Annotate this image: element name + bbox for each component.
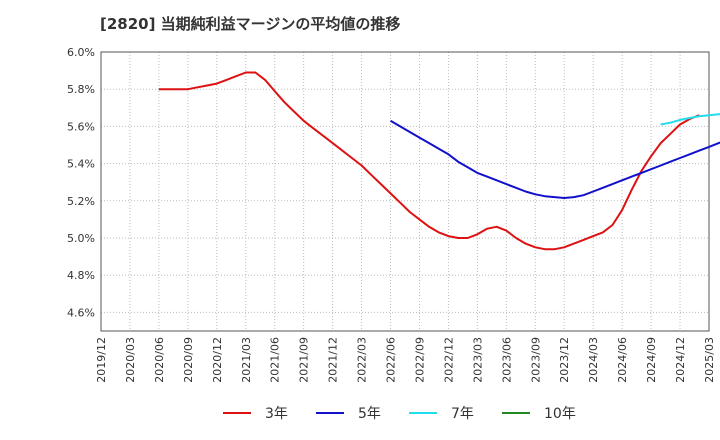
y-tick-label: 5.4% bbox=[67, 158, 95, 171]
x-tick-label: 2023/09 bbox=[529, 337, 542, 383]
x-tick-label: 2024/12 bbox=[674, 337, 687, 383]
x-tick-label: 2021/06 bbox=[269, 337, 282, 383]
x-tick-label: 2021/12 bbox=[327, 337, 340, 383]
y-tick-label: 5.6% bbox=[67, 120, 95, 133]
x-tick-label: 2022/03 bbox=[356, 337, 369, 383]
y-tick-label: 4.8% bbox=[67, 269, 95, 282]
legend-label-1: 3年 bbox=[265, 406, 288, 422]
x-tick-label: 2023/03 bbox=[471, 337, 484, 383]
legend-label-2: 5年 bbox=[358, 406, 381, 422]
plot-frame bbox=[100, 51, 710, 332]
x-tick-label: 2023/12 bbox=[558, 337, 571, 383]
x-tick-label: 2024/09 bbox=[645, 337, 658, 383]
x-tick-label: 2023/06 bbox=[500, 337, 513, 383]
x-tick-label: 2019/12 bbox=[95, 337, 108, 383]
x-tick-label: 2024/03 bbox=[587, 337, 600, 383]
x-tick-label: 2022/12 bbox=[442, 337, 455, 383]
y-tick-label: 5.0% bbox=[67, 232, 95, 245]
x-tick-label: 2021/09 bbox=[298, 337, 311, 383]
y-tick-label: 6.0% bbox=[67, 46, 95, 59]
y-tick-label: 5.2% bbox=[67, 195, 95, 208]
x-tick-label: 2020/12 bbox=[211, 337, 224, 383]
series-line-1 bbox=[158, 71, 700, 251]
series-line-2 bbox=[390, 119, 720, 199]
x-tick-label: 2020/06 bbox=[153, 337, 166, 383]
y-tick-label: 4.6% bbox=[67, 306, 95, 319]
x-tick-label: 2020/03 bbox=[124, 337, 137, 383]
legend-label-4: 10年 bbox=[544, 406, 576, 422]
x-tick-label: 2021/03 bbox=[240, 337, 253, 383]
chart-title: [2820] 当期純利益マージンの平均値の推移 bbox=[100, 15, 401, 33]
x-tick-label: 2022/09 bbox=[413, 337, 426, 383]
x-tick-label: 2024/06 bbox=[616, 337, 629, 383]
y-tick-label: 5.8% bbox=[67, 83, 95, 96]
series-line-3 bbox=[660, 113, 720, 126]
legend-label-3: 7年 bbox=[451, 406, 474, 422]
x-tick-label: 2022/06 bbox=[385, 337, 398, 383]
x-tick-label: 2020/09 bbox=[182, 337, 195, 383]
x-tick-label: 2025/03 bbox=[703, 337, 716, 383]
